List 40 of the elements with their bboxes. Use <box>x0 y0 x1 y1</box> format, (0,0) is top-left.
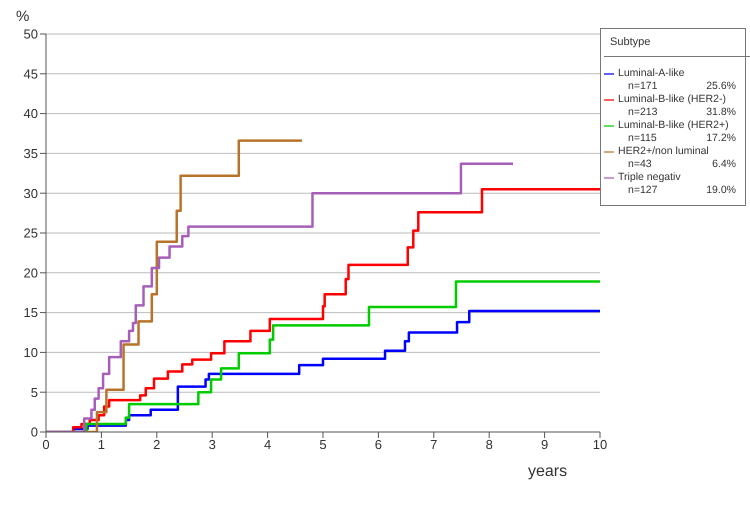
x-tick-label: 8 <box>486 437 493 452</box>
x-tick-label: 2 <box>153 437 160 452</box>
text: n=43 <box>628 158 652 171</box>
text: 17.2% <box>706 132 736 145</box>
legend-label: Luminal-A-like <box>618 67 685 79</box>
x-axis-title: years <box>528 463 568 481</box>
text: n=213 <box>628 106 658 119</box>
x-tick-label: 10 <box>592 437 608 452</box>
legend-label: Triple negativ <box>618 171 681 183</box>
legend-label: Luminal-B-like (HER2-) <box>618 93 726 105</box>
x-tick-label: 6 <box>374 437 382 452</box>
y-tick-label: 35 <box>24 146 38 162</box>
text: 31.8% <box>706 106 736 119</box>
y-tick-label: 20 <box>24 265 38 280</box>
x-tick-label: 5 <box>319 437 327 452</box>
x-tick-label: 0 <box>42 437 50 452</box>
text: n=127 <box>628 184 658 197</box>
text: 25.6% <box>706 80 736 93</box>
y-tick-label: 0 <box>30 424 38 440</box>
x-tick-label: 9 <box>540 437 548 452</box>
y-tick-label: 50 <box>24 26 38 42</box>
y-tick-label: 15 <box>24 305 38 320</box>
x-tick-label: 1 <box>98 437 106 452</box>
y-tick-label: 25 <box>24 226 38 241</box>
y-tick-label: 45 <box>24 66 38 82</box>
y-tick-label: 30 <box>24 186 38 201</box>
x-tick-label: 4 <box>264 437 272 452</box>
x-tick-label: 7 <box>430 437 438 452</box>
y-tick-label: 40 <box>24 106 38 122</box>
legend-label: HER2+/non luminal <box>618 145 709 157</box>
text: 6.4% <box>712 158 736 171</box>
y-tick-label: 5 <box>30 384 38 400</box>
text: 19.0% <box>706 184 736 197</box>
text: n=115 <box>628 132 657 145</box>
legend-title: Subtype <box>604 28 750 57</box>
legend-label: Luminal-B-like (HER2+) <box>618 119 729 131</box>
x-tick-label: 3 <box>208 437 216 452</box>
y-tick-label: 10 <box>24 345 38 360</box>
y-axis-title: % <box>16 8 30 25</box>
text: n=171 <box>628 80 658 93</box>
